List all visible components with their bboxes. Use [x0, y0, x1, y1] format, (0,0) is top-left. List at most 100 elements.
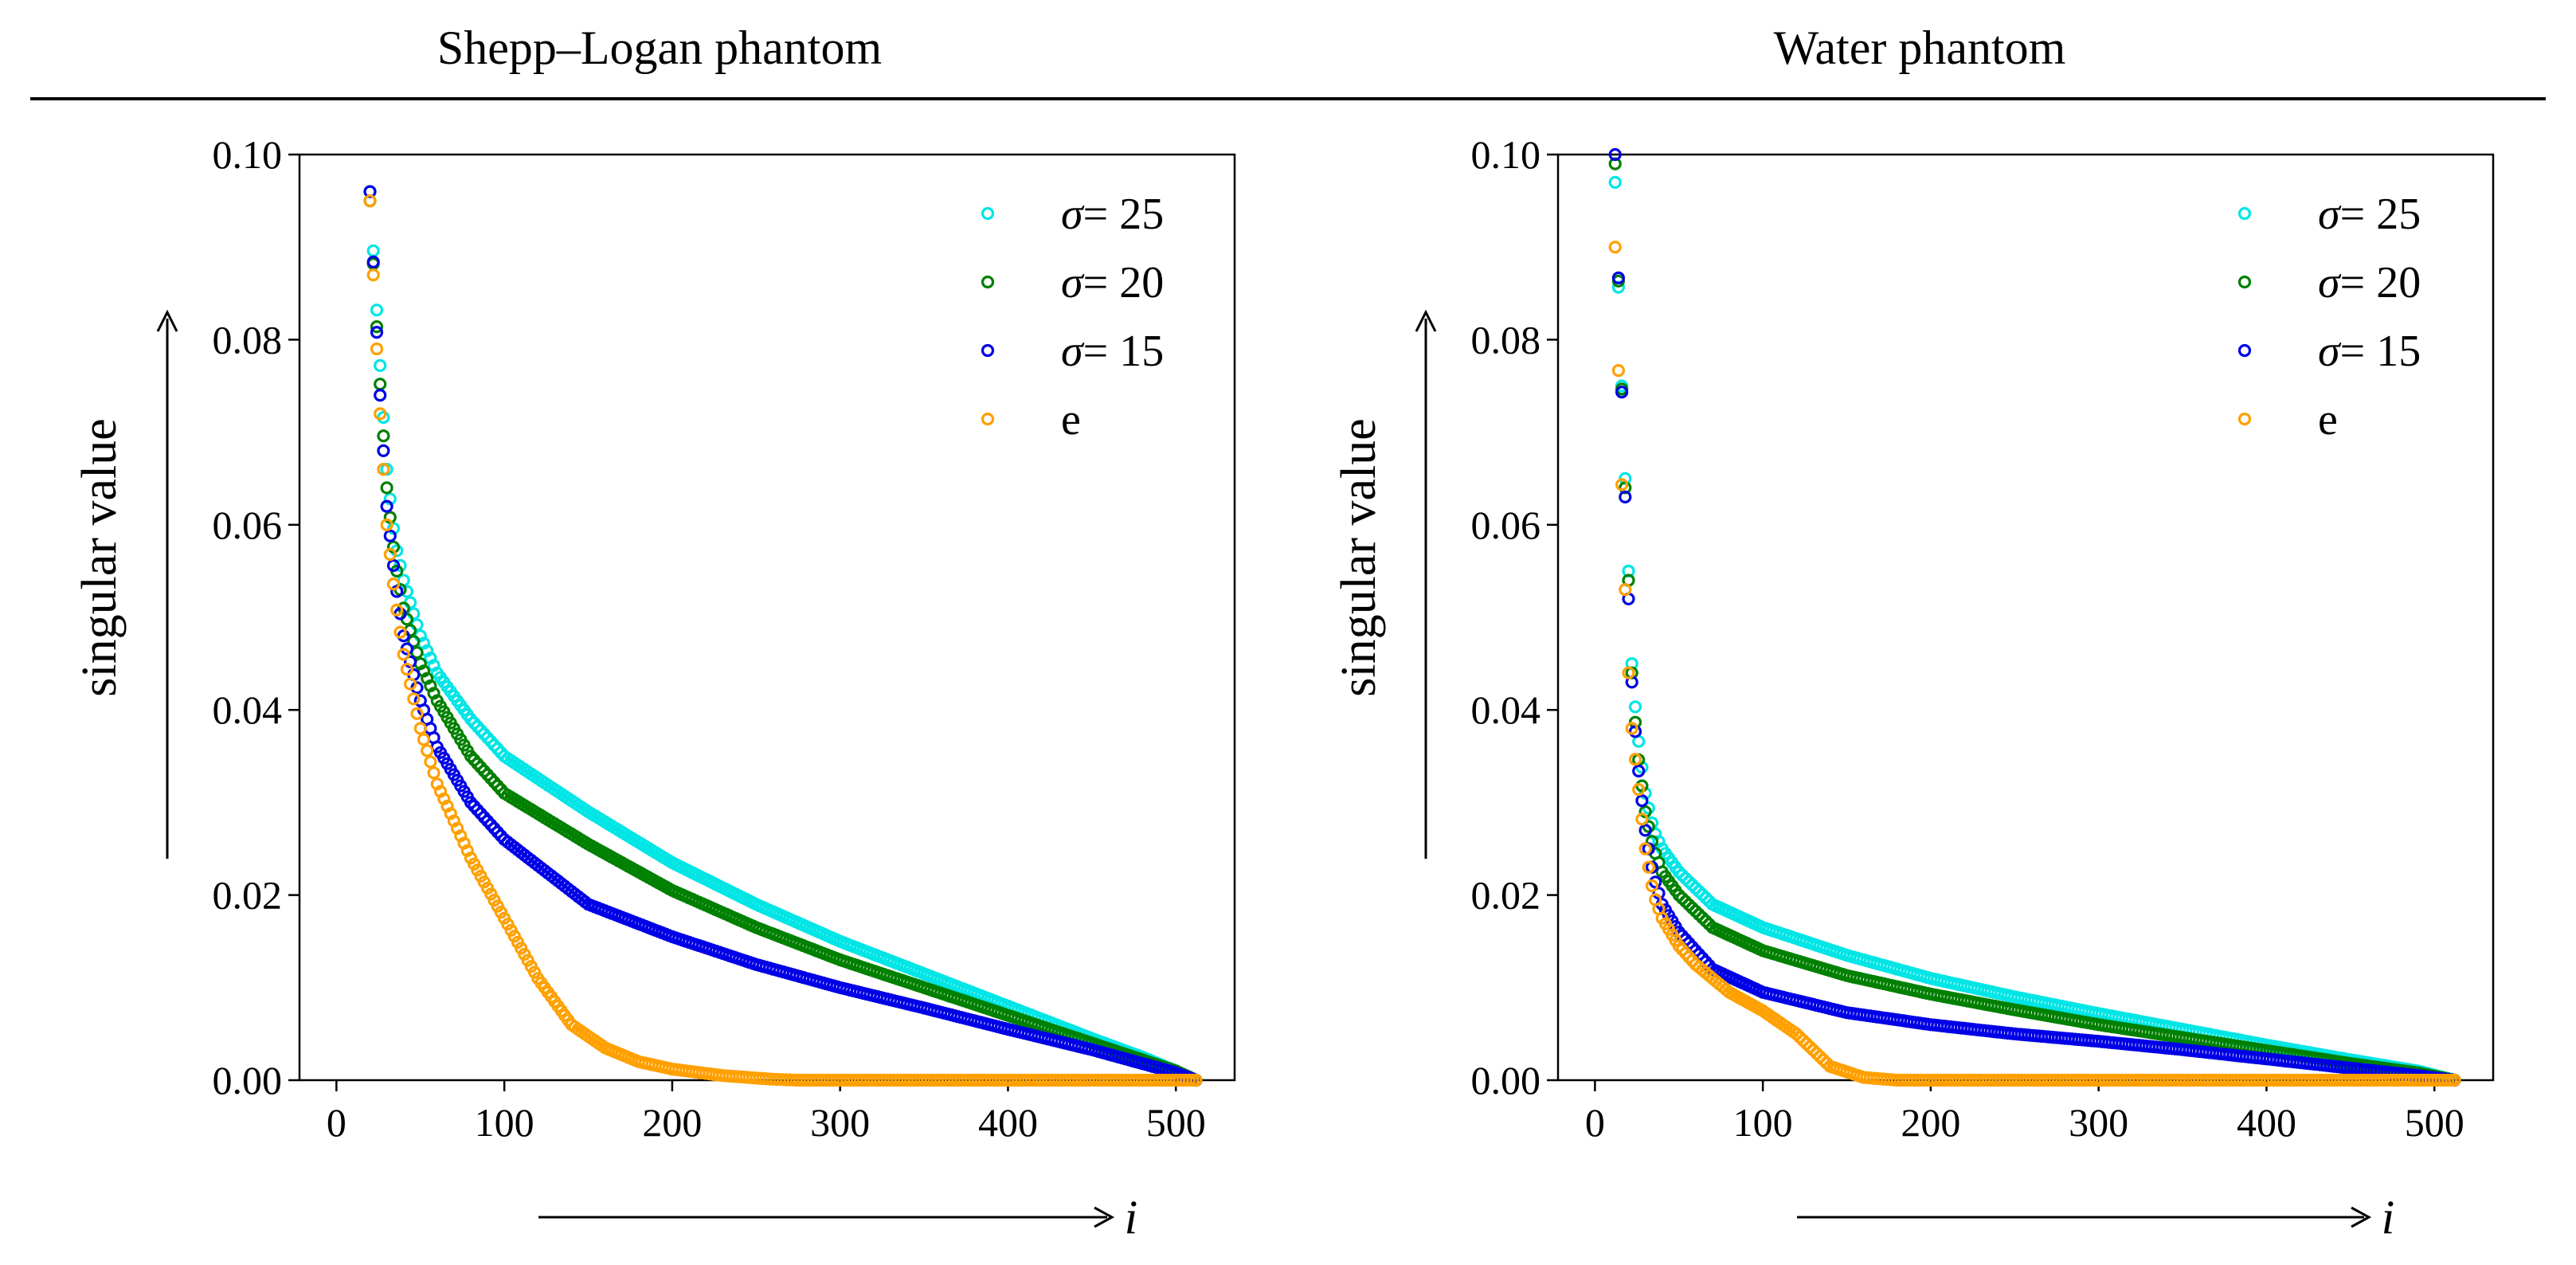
data-point: [1816, 1053, 1830, 1067]
series-4: [363, 194, 1203, 1087]
data-point: [380, 481, 393, 495]
legend-marker: [2237, 343, 2252, 358]
data-point: [1696, 887, 1709, 902]
data-point: [1672, 865, 1685, 879]
chart-panel-water: 0.00 0.02 0.04 0.06 0.08 0.10 0 100 200 300 400 500…: [1332, 132, 2495, 1243]
data-point: [363, 194, 377, 208]
legend-marker: [2237, 206, 2252, 221]
data-point: [1615, 478, 1629, 492]
legend-marker: [2237, 275, 2252, 289]
data-point: [1689, 881, 1702, 895]
data-point: [400, 662, 413, 676]
data-point: [383, 547, 397, 562]
y-tick-label: 0.02: [213, 873, 283, 918]
data-point: [1608, 241, 1622, 254]
data-point: [370, 320, 384, 334]
data-point: [370, 304, 384, 317]
legend-entry-label: σ= 25: [2318, 190, 2421, 239]
data-point: [1619, 582, 1632, 597]
x-tick-label: 200: [1901, 1100, 1960, 1145]
data-point: [1699, 891, 1713, 905]
data-point: [1608, 175, 1622, 189]
data-point: [393, 625, 407, 639]
data-point: [1675, 891, 1689, 905]
data-point: [386, 558, 401, 573]
legend-entry-label: e: [1061, 395, 1081, 445]
data-point: [1619, 490, 1632, 504]
x-tick-label: 500: [2405, 1100, 2464, 1145]
data-point: [1652, 887, 1666, 900]
y-tick-label: 0.04: [213, 687, 283, 732]
data-point: [383, 529, 397, 542]
data-point: [1189, 1073, 1203, 1087]
data-point: [1628, 753, 1642, 766]
column-title-left: Shepp–Logan phantom: [437, 22, 882, 74]
series-1: [363, 185, 1203, 1087]
data-point: [1679, 871, 1693, 885]
series-3: [363, 185, 1203, 1087]
data-point: [417, 733, 431, 746]
y-axis-arrow-head: [1415, 309, 1437, 332]
y-axis-label: singular value: [72, 418, 127, 697]
data-point: [1675, 868, 1689, 882]
data-point: [1685, 878, 1699, 891]
data-point: [1672, 888, 1685, 902]
legend-marker: [981, 275, 995, 289]
data-point: [366, 255, 380, 268]
data-point: [377, 462, 390, 476]
x-tick-label: 200: [642, 1100, 702, 1145]
legend-entry-label: σ= 15: [1061, 327, 1164, 376]
data-point: [1615, 386, 1629, 399]
data-point: [377, 429, 390, 443]
data-point: [427, 766, 440, 780]
x-tick-label: 400: [978, 1100, 1038, 1145]
data-point: [410, 707, 424, 720]
data-point: [397, 648, 410, 661]
data-point: [374, 378, 387, 391]
data-point: [1685, 901, 1699, 915]
data-point: [370, 326, 384, 339]
data-point: [374, 407, 387, 421]
x-tick-label: 0: [327, 1100, 346, 1145]
data-point: [407, 692, 421, 706]
x-axis-label: i: [1125, 1191, 1138, 1243]
x-axis-arrow-head: [1094, 1206, 1115, 1228]
data-point: [1638, 842, 1652, 856]
data-point: [1645, 879, 1659, 893]
data-point: [403, 677, 417, 691]
data-point: [1628, 700, 1642, 714]
y-tick-label: 0.02: [1471, 873, 1541, 918]
data-point: [1625, 722, 1638, 735]
data-point: [1638, 824, 1652, 837]
data-point: [424, 755, 437, 769]
y-axis-arrow-head: [156, 309, 178, 332]
data-point: [1807, 1044, 1820, 1057]
data-point: [1608, 147, 1622, 162]
data-point: [1793, 1030, 1807, 1044]
data-point: [1635, 813, 1649, 826]
x-tick-label: 0: [1585, 1100, 1605, 1145]
data-point: [1682, 875, 1696, 888]
x-tick-label: 300: [810, 1100, 870, 1145]
data-point: [407, 635, 421, 648]
legend-entry-label: σ= 20: [2318, 258, 2421, 307]
data-point: [380, 499, 393, 513]
data-point: [1689, 904, 1702, 918]
data-point: [1790, 1027, 1803, 1041]
legend-marker: [981, 206, 995, 221]
data-point: [1635, 793, 1649, 808]
data-point: [1696, 911, 1709, 925]
chart-panel-shepp-logan: 0.00 0.02 0.04 0.06 0.08 0.10 0 100 200 300 400 500…: [72, 132, 1236, 1243]
x-axis-label: i: [2382, 1191, 2395, 1243]
data-point: [1682, 898, 1696, 911]
y-tick-label: 0.10: [1471, 132, 1541, 177]
y-tick-label: 0.00: [1471, 1058, 1541, 1102]
data-point: [370, 342, 384, 356]
y-tick-label: 0.06: [1471, 503, 1541, 547]
data-point: [374, 389, 387, 402]
data-point: [1679, 895, 1693, 908]
data-point: [1611, 271, 1626, 284]
x-axis-arrow-head: [2351, 1206, 2372, 1228]
y-tick-label: 0.10: [213, 132, 283, 177]
